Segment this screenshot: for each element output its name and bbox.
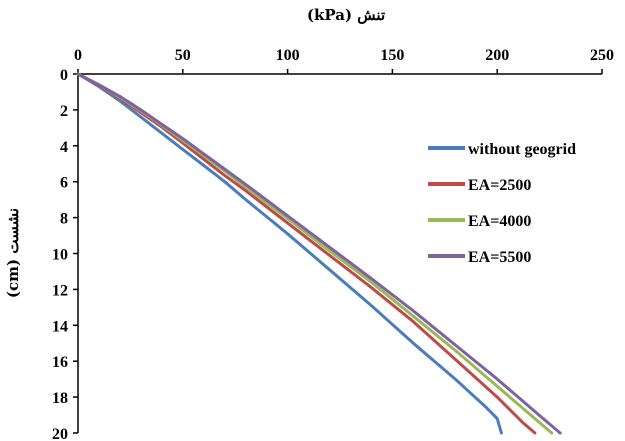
x-tick-label: 150 bbox=[380, 47, 404, 64]
axes: 0 50 100 150 200 250 0 2 4 6 8 10 12 14 16 18 20 bbox=[52, 47, 614, 441]
plot-lines bbox=[76, 72, 562, 435]
y-axis-title: نشست (cm) bbox=[4, 208, 22, 298]
x-tick-label: 50 bbox=[175, 47, 191, 64]
y-tick-label: 6 bbox=[60, 175, 68, 192]
y-tick-label: 14 bbox=[52, 318, 68, 335]
x-tick-label: 200 bbox=[485, 47, 509, 64]
y-tick-label: 2 bbox=[60, 103, 68, 120]
y-tick-label: 4 bbox=[60, 139, 68, 156]
legend: without geogrid EA=2500 EA=4000 EA=5500 bbox=[428, 141, 576, 266]
legend-label-3: EA=5500 bbox=[468, 249, 531, 266]
y-tick-label: 20 bbox=[52, 426, 68, 441]
x-axis-title: تنش (kPa) bbox=[307, 6, 385, 24]
legend-label-0: without geogrid bbox=[468, 141, 576, 158]
y-tick-label: 8 bbox=[60, 211, 68, 228]
series-line-3 bbox=[76, 72, 562, 435]
y-tick-label: 10 bbox=[52, 247, 68, 264]
legend-label-1: EA=2500 bbox=[468, 177, 531, 194]
x-tick-label: 250 bbox=[590, 47, 614, 64]
series-line-1 bbox=[76, 72, 537, 435]
legend-label-2: EA=4000 bbox=[468, 213, 531, 230]
y-tick-label: 18 bbox=[52, 390, 68, 407]
y-tick-label: 16 bbox=[52, 354, 68, 371]
x-tick-label: 100 bbox=[276, 47, 300, 64]
y-tick-label: 0 bbox=[60, 67, 68, 84]
x-tick-label: 0 bbox=[74, 47, 82, 64]
y-tick-label: 12 bbox=[52, 282, 68, 299]
series-line-0 bbox=[76, 72, 503, 435]
